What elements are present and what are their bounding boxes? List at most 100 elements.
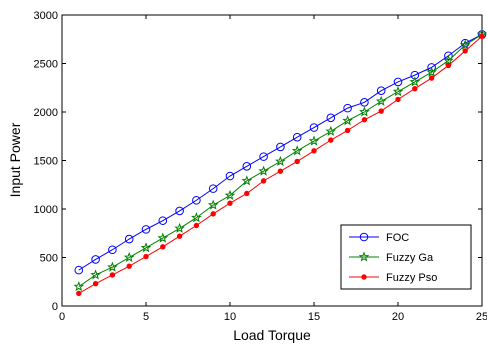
data-point-fuzzy-ga — [409, 76, 421, 87]
series-line-fuzzy-ga — [78, 33, 483, 288]
data-point-fuzzy-pso — [277, 168, 284, 174]
data-point-foc — [124, 234, 134, 244]
data-point-fuzzy-ga — [359, 106, 370, 117]
data-point-fuzzy-pso — [311, 148, 317, 154]
data-point-fuzzy-pso — [479, 33, 485, 40]
series-foc — [74, 30, 487, 275]
data-point-fuzzy-ga — [392, 86, 404, 97]
data-point-fuzzy-pso — [428, 75, 435, 81]
y-tick-label: 2000 — [34, 107, 58, 119]
data-point-fuzzy-pso — [210, 211, 216, 217]
data-point-fuzzy-ga — [157, 232, 169, 243]
legend-marker-fuzzy-ga — [358, 251, 370, 262]
data-point-foc — [393, 77, 403, 87]
y-tick-label: 500 — [40, 253, 58, 265]
data-point-foc — [242, 162, 252, 171]
data-point-fuzzy-pso — [445, 62, 452, 69]
data-point-foc — [108, 245, 117, 255]
x-tick-label: 0 — [59, 311, 65, 323]
data-point-fuzzy-pso — [344, 127, 351, 134]
y-tick-label: 1500 — [34, 156, 58, 168]
data-point-fuzzy-ga — [140, 242, 152, 253]
data-point-fuzzy-pso — [160, 244, 166, 250]
series-layer — [73, 28, 487, 297]
data-point-fuzzy-pso — [260, 178, 267, 184]
data-point-fuzzy-ga — [325, 125, 337, 136]
data-point-fuzzy-ga — [90, 269, 101, 280]
legend-label-fuzzy-ga: Fuzzy Ga — [386, 252, 434, 264]
data-point-fuzzy-pso — [109, 272, 116, 278]
legend: FOC Fuzzy Ga Fuzzy Pso — [340, 224, 472, 290]
data-point-fuzzy-ga — [308, 135, 320, 146]
data-point-foc — [376, 86, 386, 95]
data-point-fuzzy-pso — [227, 200, 233, 206]
data-point-foc — [175, 206, 184, 216]
data-point-fuzzy-pso — [143, 253, 149, 260]
data-point-fuzzy-pso — [76, 290, 82, 297]
data-point-fuzzy-pso — [294, 158, 300, 165]
series-fuzzy-ga — [73, 28, 487, 292]
data-point-foc — [276, 142, 285, 152]
data-point-fuzzy-ga — [73, 281, 85, 292]
data-point-fuzzy-ga — [291, 145, 303, 156]
data-point-foc — [292, 132, 302, 142]
data-point-fuzzy-pso — [378, 108, 384, 114]
data-point-fuzzy-ga — [241, 175, 253, 186]
y-tick-label: 2500 — [34, 59, 58, 71]
data-point-fuzzy-ga — [375, 95, 387, 106]
y-tick-label: 0 — [52, 301, 58, 313]
data-point-fuzzy-ga — [443, 55, 454, 66]
data-point-fuzzy-ga — [224, 189, 236, 200]
data-point-foc — [74, 265, 84, 275]
data-point-fuzzy-pso — [361, 117, 368, 123]
data-point-fuzzy-pso — [176, 233, 183, 239]
data-point-foc — [208, 184, 218, 193]
data-point-foc — [91, 255, 100, 264]
data-point-fuzzy-pso — [328, 137, 334, 143]
axis-ticks: 0 5 10 15 20 25 0 500 1000 1500 2000 2500 3000 — [34, 10, 487, 323]
data-point-fuzzy-pso — [193, 222, 200, 229]
data-point-fuzzy-ga — [275, 155, 286, 166]
data-point-fuzzy-ga — [459, 39, 471, 50]
data-point-foc — [444, 51, 453, 61]
data-point-fuzzy-pso — [395, 96, 401, 103]
data-point-fuzzy-ga — [258, 165, 269, 176]
data-point-fuzzy-pso — [244, 190, 250, 197]
legend-marker-foc — [359, 232, 369, 242]
data-point-fuzzy-ga — [342, 115, 353, 126]
data-point-foc — [360, 98, 369, 107]
data-point-foc — [225, 171, 235, 181]
x-axis-label: Load Torque — [233, 327, 311, 343]
y-tick-label: 1000 — [34, 204, 58, 216]
y-axis-label: Input Power — [7, 122, 23, 197]
data-point-fuzzy-pso — [92, 280, 99, 287]
data-point-fuzzy-ga — [207, 199, 219, 210]
legend-label-fuzzy-pso: Fuzzy Pso — [386, 272, 437, 284]
series-fuzzy-pso — [76, 33, 485, 297]
data-point-foc — [141, 225, 151, 234]
x-tick-label: 25 — [476, 311, 487, 323]
data-point-fuzzy-pso — [126, 263, 132, 269]
data-point-fuzzy-ga — [426, 66, 437, 77]
data-point-fuzzy-pso — [462, 48, 468, 54]
data-point-fuzzy-pso — [412, 86, 418, 92]
legend-label-foc: FOC — [386, 232, 409, 244]
data-point-foc — [158, 216, 168, 225]
series-line-foc — [78, 33, 483, 271]
data-point-foc — [192, 195, 201, 205]
data-point-foc — [427, 63, 436, 72]
x-tick-label: 20 — [392, 311, 404, 323]
y-tick-label: 3000 — [34, 10, 58, 22]
data-point-foc — [326, 113, 336, 123]
data-point-fuzzy-ga — [174, 222, 185, 233]
data-point-foc — [343, 103, 352, 113]
x-tick-label: 5 — [143, 311, 149, 323]
legend-marker-fuzzy-pso — [361, 274, 367, 280]
data-point-fuzzy-ga — [123, 251, 135, 263]
data-point-fuzzy-ga — [107, 261, 118, 272]
x-tick-label: 15 — [308, 311, 320, 323]
x-tick-label: 10 — [224, 311, 236, 323]
data-point-fuzzy-ga — [191, 212, 202, 223]
data-point-foc — [259, 152, 268, 161]
